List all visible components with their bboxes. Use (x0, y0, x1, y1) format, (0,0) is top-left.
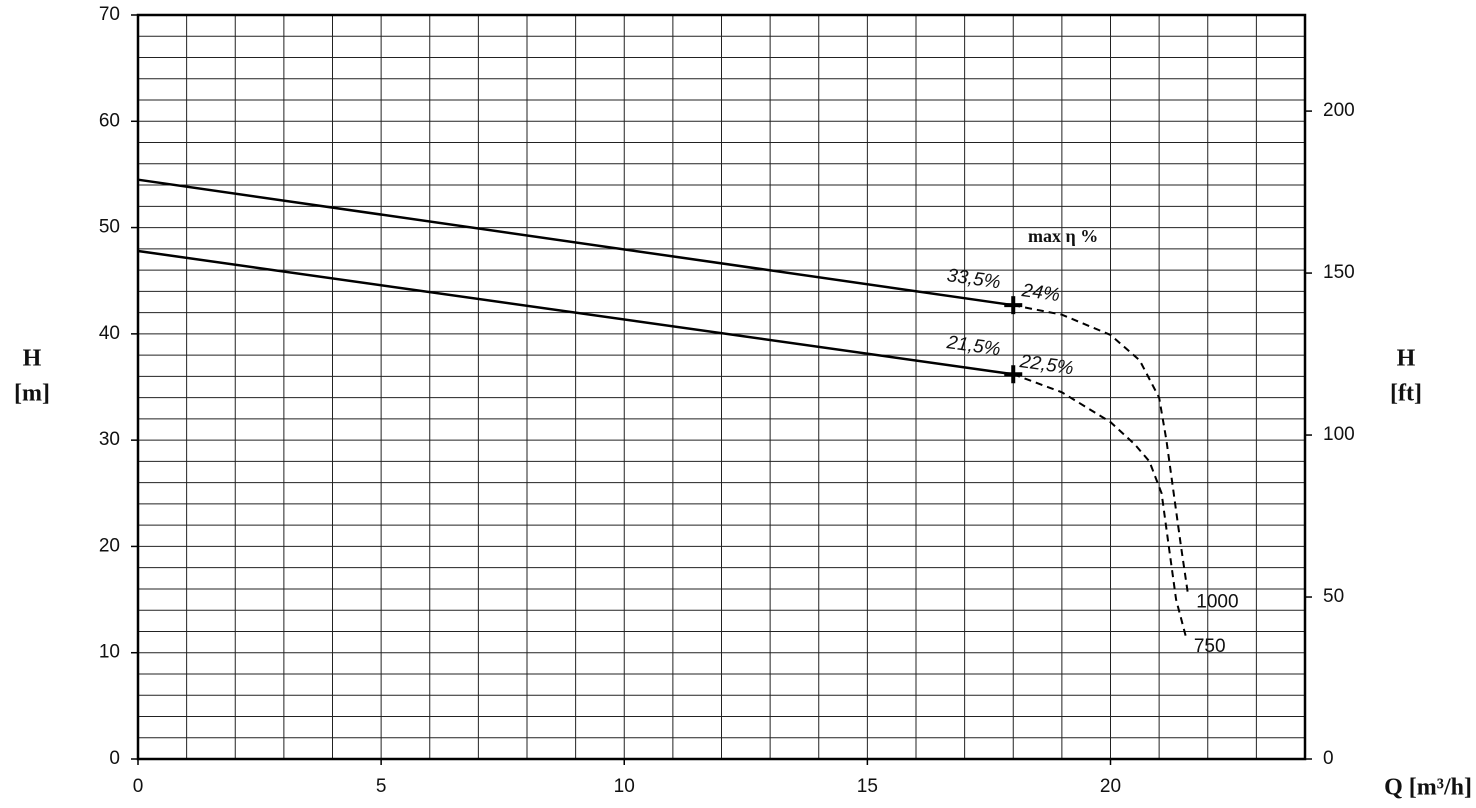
y2-tick-label: 0 (1323, 748, 1334, 769)
curve-dashed (1012, 373, 1187, 638)
y2-tick-label: 100 (1323, 424, 1355, 445)
curve (137, 249, 1014, 376)
y-tick-label: 10 (99, 642, 120, 663)
y2-axis-label: H (1397, 346, 1416, 372)
curve-label: 1000 (1196, 591, 1238, 612)
y2-tick-label: 150 (1323, 262, 1355, 283)
y2-tick-label: 200 (1323, 100, 1355, 121)
y-tick-label: 60 (99, 110, 120, 131)
y-axis-unit: [m] (14, 381, 50, 407)
x-axis-label: Q [m³/h] (1384, 775, 1472, 801)
annotation: 33,5% (946, 265, 1002, 293)
y-axis-label: H (23, 346, 42, 372)
y-tick-label: 0 (109, 748, 120, 769)
x-tick-label: 0 (133, 776, 144, 797)
plot-frame (136, 13, 1307, 761)
y-tick-label: 20 (99, 535, 120, 556)
curve (137, 178, 1014, 307)
curve-label: 750 (1194, 636, 1226, 657)
x-tick-label: 20 (1100, 776, 1121, 797)
curve-dashed (1013, 304, 1190, 597)
x-tick-label: 10 (614, 776, 635, 797)
y2-axis-unit: [ft] (1390, 381, 1422, 407)
y-tick-label: 40 (99, 323, 120, 344)
y2-tick-label: 50 (1323, 586, 1344, 607)
y-tick-label: 30 (99, 429, 120, 450)
annotation: max η % (1028, 226, 1098, 246)
annotation: 21,5% (945, 332, 1002, 360)
annotation: 24% (1020, 280, 1062, 306)
y-tick-label: 70 (99, 4, 120, 25)
x-tick-label: 5 (376, 776, 387, 797)
y-tick-label: 50 (99, 217, 120, 238)
x-tick-label: 15 (857, 776, 878, 797)
